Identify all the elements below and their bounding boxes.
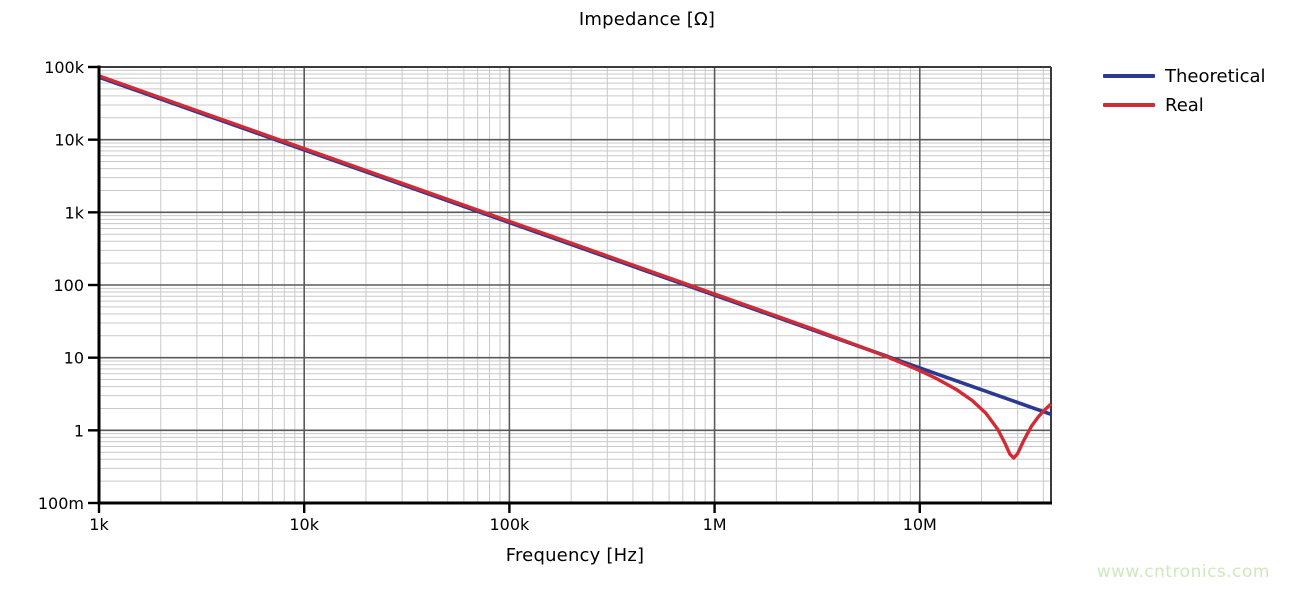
- y-tick-label: 1: [74, 421, 84, 440]
- x-tick-label: 10M: [903, 515, 937, 534]
- legend-item-theoretical: Theoretical: [1103, 65, 1266, 87]
- x-tick-label: 100k: [489, 515, 530, 534]
- real-curve: [98, 74, 1053, 460]
- y-tick-label: 100: [53, 276, 84, 295]
- x-tick-label: 1M: [703, 515, 727, 534]
- chart-title: Impedance [Ω]: [578, 9, 716, 30]
- legend-item-real: Real: [1103, 94, 1266, 116]
- x-tick-label: 10k: [289, 515, 319, 534]
- theoretical-line-swatch: [1103, 74, 1155, 78]
- real-line-swatch: [1103, 103, 1155, 107]
- legend-label-theoretical: Theoretical: [1165, 65, 1266, 87]
- legend: Theoretical Real: [1103, 65, 1266, 123]
- y-tick-label: 1k: [65, 203, 85, 222]
- y-tick-label: 10k: [54, 131, 84, 150]
- y-tick-label: 100k: [44, 58, 85, 77]
- y-tick-label: 10: [64, 349, 84, 368]
- y-tick-label: 100m: [38, 494, 84, 513]
- watermark-text: www.cntronics.com: [1096, 562, 1270, 582]
- legend-label-real: Real: [1165, 94, 1204, 116]
- x-axis-label: Frequency [Hz]: [505, 545, 645, 566]
- x-tick-label: 1k: [89, 515, 109, 534]
